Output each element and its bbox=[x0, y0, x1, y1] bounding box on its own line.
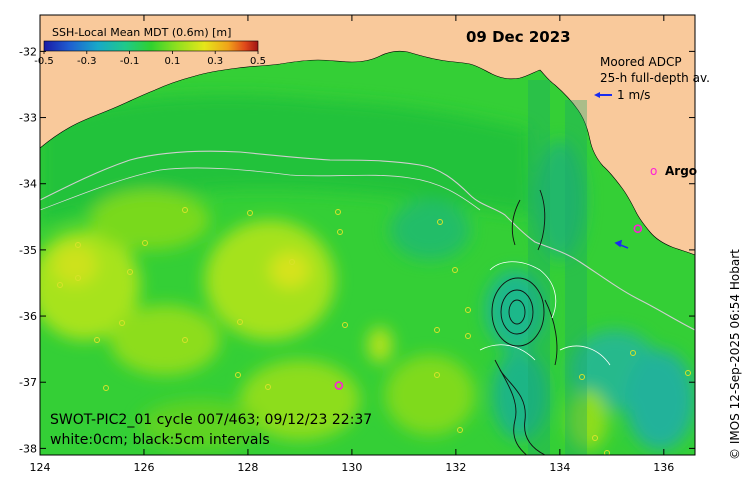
y-tick-label: -32 bbox=[19, 45, 37, 58]
swot-caption: SWOT-PIC2_01 cycle 007/463; 09/12/23 22:… bbox=[50, 412, 372, 428]
colorbar-tick-label: 0.3 bbox=[207, 56, 223, 67]
coastline bbox=[40, 50, 695, 256]
colorbar-tick-label: -0.3 bbox=[77, 56, 97, 67]
arrow-head-icon bbox=[594, 92, 600, 98]
y-axis: -32 -33 -34 -35 -36 -37 -38 bbox=[19, 45, 695, 455]
colorbar-title: SSH-Local Mean MDT (0.6m) [m] bbox=[52, 26, 231, 39]
argo-legend-symbol: o bbox=[650, 164, 657, 178]
adcp-scale-label: 1 m/s bbox=[617, 88, 650, 102]
x-axis: 124 126 128 130 132 134 136 bbox=[30, 15, 674, 474]
x-tick-label: 132 bbox=[445, 461, 466, 474]
legend: Moored ADCP 25-h full-depth av. 1 m/s o … bbox=[594, 55, 710, 178]
ssh-anomaly-field bbox=[40, 95, 695, 450]
map-area bbox=[40, 15, 695, 455]
colorbar: SSH-Local Mean MDT (0.6m) [m] -0.5 -0.3 -0… bbox=[34, 26, 266, 67]
colorbar-bar bbox=[43, 40, 259, 52]
map-date: 09 Dec 2023 bbox=[466, 28, 571, 46]
x-tick-label: 128 bbox=[237, 461, 258, 474]
x-tick-label: 130 bbox=[341, 461, 362, 474]
colorbar-tick-label: 0.5 bbox=[250, 56, 266, 67]
y-tick-label: -34 bbox=[19, 178, 37, 191]
adcp-arrows bbox=[614, 239, 629, 249]
x-tick-label: 124 bbox=[30, 461, 51, 474]
y-tick-label: -37 bbox=[19, 376, 37, 389]
bathymetry-contour bbox=[40, 150, 695, 331]
x-tick-label: 134 bbox=[549, 461, 570, 474]
x-tick-label: 126 bbox=[133, 461, 154, 474]
white-contours bbox=[479, 261, 611, 366]
land-mass bbox=[40, 15, 695, 255]
float-markers bbox=[57, 207, 691, 455]
black-contours bbox=[491, 189, 558, 455]
colorbar-tick-label: -0.1 bbox=[120, 56, 140, 67]
x-tick-label: 136 bbox=[653, 461, 674, 474]
argo-legend-label: Argo bbox=[665, 164, 697, 178]
colorbar-tick-label: 0.1 bbox=[164, 56, 180, 67]
y-tick-label: -35 bbox=[19, 244, 37, 257]
bathymetry-contour-2 bbox=[40, 167, 481, 211]
argo-float-marker bbox=[334, 381, 344, 390]
colorbar-ticks: -0.5 -0.3 -0.1 0.1 0.3 0.5 bbox=[34, 51, 266, 67]
y-tick-label: -36 bbox=[19, 310, 37, 323]
argo-floats bbox=[334, 224, 643, 390]
plot-frame bbox=[39, 14, 696, 456]
y-tick-label: -38 bbox=[19, 442, 37, 455]
swot-swath bbox=[528, 80, 587, 455]
imos-credit: © IMOS 12-Sep-2025 06:54 Hobart bbox=[728, 249, 742, 460]
argo-float-marker bbox=[633, 224, 643, 234]
y-tick-label: -33 bbox=[19, 112, 37, 125]
adcp-legend-subtitle: 25-h full-depth av. bbox=[600, 71, 710, 85]
adcp-legend-title: Moored ADCP bbox=[600, 55, 682, 69]
colorbar-tick-label: -0.5 bbox=[34, 56, 54, 67]
contour-caption: white:0cm; black:5cm intervals bbox=[50, 432, 270, 448]
